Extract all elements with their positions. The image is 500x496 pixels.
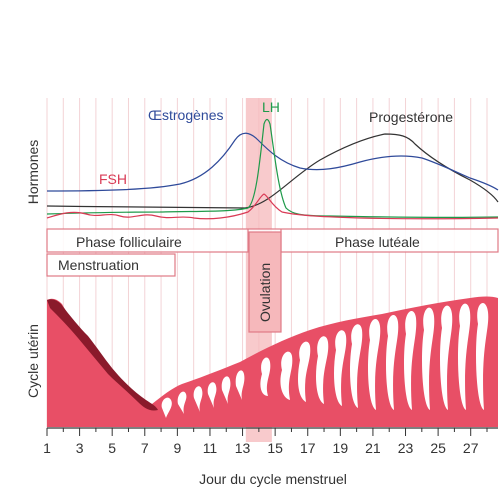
fsh-curve — [46, 193, 499, 220]
menstruation-label: Menstruation — [58, 257, 139, 273]
progesterone-label: Progestérone — [369, 109, 453, 125]
fsh-label: FSH — [99, 171, 127, 187]
x-tick-label-25: 25 — [430, 440, 446, 456]
x-tick-label-13: 13 — [235, 440, 251, 456]
uterine-lining — [47, 296, 498, 427]
hormones-axis-label: Hormones — [25, 140, 41, 205]
ovulation-box — [248, 231, 282, 333]
lh-label: LH — [262, 99, 280, 115]
x-tick-label-1: 1 — [43, 440, 51, 456]
x-tick-label-17: 17 — [300, 440, 316, 456]
x-tick-label-7: 7 — [141, 440, 149, 456]
follicular-phase-label: Phase folliculaire — [76, 234, 182, 250]
x-tick-label-19: 19 — [333, 440, 349, 456]
estrogen-label: Œstrogènes — [148, 107, 223, 123]
ovulation-label: Ovulation — [257, 263, 273, 322]
x-tick-label-21: 21 — [365, 440, 381, 456]
x-tick-label-23: 23 — [398, 440, 414, 456]
x-tick-label-27: 27 — [463, 440, 479, 456]
estrogen-curve — [46, 132, 499, 192]
menstruation-box — [46, 253, 176, 277]
lh-curve — [46, 118, 499, 219]
x-tick-label-11: 11 — [203, 440, 218, 456]
x-tick-label-5: 5 — [108, 440, 116, 456]
lining-blood-vessels — [161, 302, 489, 418]
luteal-phase-label: Phase lutéale — [335, 234, 420, 250]
progesterone-curve — [46, 133, 499, 209]
x-axis-ticks: 1 3 5 7 9 11 13 15 17 19 21 23 25 27 — [43, 428, 488, 456]
hormone-curves — [46, 118, 499, 220]
uterine-cycle-axis-label: Cycle utérin — [25, 324, 41, 398]
x-tick-label-3: 3 — [76, 440, 84, 456]
x-axis-title: Jour du cycle menstruel — [199, 471, 347, 487]
x-tick-label-15: 15 — [267, 440, 283, 456]
shedding-lining — [47, 299, 158, 411]
uterine-lining-main — [47, 296, 498, 427]
x-tick-label-9: 9 — [173, 440, 181, 456]
